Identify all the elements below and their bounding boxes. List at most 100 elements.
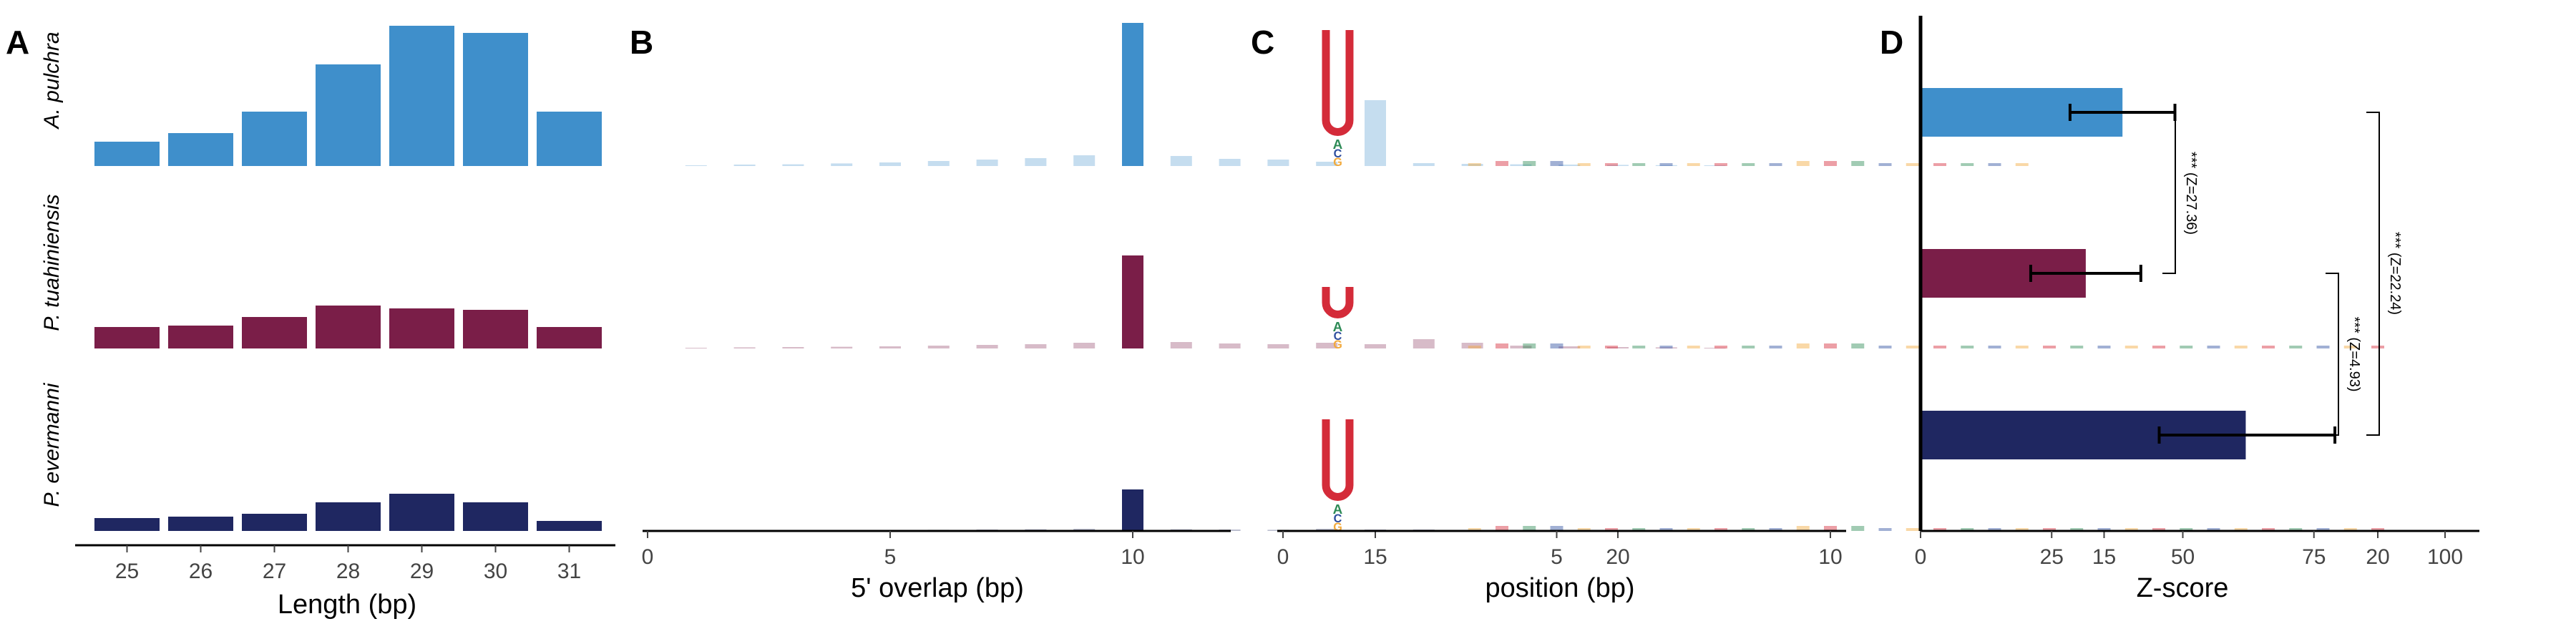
length-bar-p-evermanni-29 <box>389 494 454 531</box>
logo-tail-a-pulchra-12 <box>1933 163 1946 166</box>
logo-tail-a-pulchra-5.5 <box>1577 163 1591 166</box>
logo-tail-p-evermanni-4.5 <box>1523 526 1536 531</box>
overlap-bar-a-pulchra-5 <box>879 162 901 166</box>
logo-tail-p-evermanni-18 <box>2262 528 2275 531</box>
logo-tail-p-evermanni-8 <box>1714 528 1727 531</box>
logo-tail-p-evermanni-5.5 <box>1577 528 1591 531</box>
significance-bracket-1 <box>2162 112 2176 274</box>
overlap-bar-p-tuahiniensis-14 <box>1316 343 1338 348</box>
logo-tail-p-tuahiniensis-20 <box>2371 346 2384 348</box>
logo-tail-a-pulchra-4.5 <box>1523 161 1536 166</box>
overlap-bar-p-tuahiniensis-7 <box>976 345 998 348</box>
overlap-bar-a-pulchra-19 <box>1558 165 1581 166</box>
logo-tail-p-evermanni-11.5 <box>1906 528 1919 531</box>
overlap-bar-p-tuahiniensis-2 <box>733 347 756 348</box>
tick-label-c-0: 0 <box>1277 545 1289 569</box>
logo-tail-p-evermanni-11 <box>1878 528 1892 531</box>
tick-label-b-10: 10 <box>1121 545 1144 569</box>
overlap-bar-a-pulchra-9 <box>1073 155 1096 166</box>
logo-tail-a-pulchra-3.5 <box>1468 163 1481 166</box>
logo-letter-c-p-tuahiniensis: C <box>1334 330 1342 343</box>
tick-label-b-5: 5 <box>884 545 897 569</box>
overlap-bar-p-tuahiniensis-20 <box>1607 347 1629 348</box>
panel-label-d: D <box>1880 24 1903 61</box>
length-bar-a-pulchra-25 <box>94 142 160 166</box>
axis-title-c: position (bp) <box>1485 573 1634 603</box>
logo-tail-p-evermanni-16.5 <box>2180 528 2193 531</box>
logo-tail-p-tuahiniensis-13 <box>1988 346 2001 348</box>
logo-letter-u-p-tuahiniensis <box>1322 287 1354 318</box>
significance-label-1: *** (Z=27.36) <box>2183 152 2199 235</box>
logo-tail-p-evermanni-9.5 <box>1796 526 1810 531</box>
logo-tail-a-pulchra-11 <box>1878 163 1892 166</box>
panel-a: A A. pulchra P. tuahiniensis P. evermanni 25… <box>6 24 615 620</box>
length-bar-a-pulchra-29 <box>389 26 454 166</box>
logo-tail-p-evermanni-10 <box>1824 526 1837 531</box>
logo-tail-p-evermanni-12 <box>1933 528 1946 531</box>
logo-tail-p-tuahiniensis-7.5 <box>1687 346 1700 348</box>
length-bar-p-evermanni-27 <box>242 514 307 531</box>
length-bar-p-tuahiniensis-26 <box>168 326 233 348</box>
overlap-bar-a-pulchra-7 <box>976 160 998 166</box>
length-bar-a-pulchra-28 <box>316 64 381 166</box>
logo-tail-a-pulchra-7.5 <box>1687 163 1700 166</box>
panel-b: B 0 5 10 15 20 5' overlap (bp) <box>630 23 1726 603</box>
logo-tail-p-evermanni-17.5 <box>2234 528 2248 531</box>
logo-tail-a-pulchra-4 <box>1496 161 1508 166</box>
logo-tail-p-tuahiniensis-14.5 <box>2070 346 2084 348</box>
overlap-bar-a-pulchra-18 <box>1510 164 1532 166</box>
logo-tail-p-tuahiniensis-17 <box>2207 346 2220 348</box>
logo-letter-a-a-pulchra: A <box>1333 137 1343 152</box>
logo-letter-a-p-evermanni: A <box>1333 502 1343 517</box>
logo-tail-p-evermanni-20 <box>2371 528 2384 531</box>
logo-tail-p-tuahiniensis-17.5 <box>2234 346 2248 348</box>
tick-label-a-29: 29 <box>410 560 434 583</box>
logo-tail-p-evermanni-14 <box>2043 528 2056 531</box>
logo-letter-g-p-tuahiniensis: G <box>1333 338 1342 351</box>
overlap-bar-p-tuahiniensis-11 <box>1170 342 1192 348</box>
axis-title-a: Length (bp) <box>278 590 416 620</box>
length-bar-p-tuahiniensis-28 <box>316 306 381 348</box>
logo-tail-p-tuahiniensis-19.5 <box>2343 346 2357 348</box>
overlap-bar-p-evermanni-10 <box>1122 489 1143 531</box>
logo-tail-p-tuahiniensis-12.5 <box>1961 346 1974 348</box>
logo-tail-p-tuahiniensis-8 <box>1714 346 1727 348</box>
logo-tail-p-tuahiniensis-3.5 <box>1468 346 1481 348</box>
tick-label-a-31: 31 <box>557 560 581 583</box>
logo-tail-a-pulchra-13 <box>1988 163 2001 166</box>
overlap-bar-p-tuahiniensis-4 <box>831 346 853 348</box>
tick-label-d-50: 50 <box>2171 545 2195 569</box>
tick-label-b-15: 15 <box>1363 545 1387 569</box>
overlap-bar-a-pulchra-1 <box>685 165 707 166</box>
significance-bracket-3 <box>2366 112 2380 436</box>
logo-tail-p-evermanni-13.5 <box>2015 528 2029 531</box>
logo-tail-a-pulchra-9 <box>1769 163 1782 166</box>
overlap-bar-a-pulchra-21 <box>1655 165 1677 166</box>
logo-tail-p-tuahiniensis-19 <box>2316 346 2330 348</box>
logo-letter-a-p-tuahiniensis: A <box>1333 320 1343 335</box>
overlap-bar-p-tuahiniensis-6 <box>927 346 950 348</box>
logo-tail-a-pulchra-9.5 <box>1796 161 1810 166</box>
logo-tail-p-evermanni-16 <box>2152 528 2165 531</box>
length-bar-p-evermanni-25 <box>94 518 160 531</box>
logo-tail-p-tuahiniensis-10 <box>1824 343 1837 348</box>
overlap-bar-a-pulchra-20 <box>1607 165 1629 166</box>
logo-tail-p-tuahiniensis-11.5 <box>1906 346 1919 348</box>
overlap-bar-p-tuahiniensis-8 <box>1025 344 1047 348</box>
logo-tail-p-evermanni-17 <box>2207 528 2220 531</box>
panel-label-b: B <box>630 24 653 61</box>
tick-label-a-26: 26 <box>189 560 213 583</box>
tick-label-d-75: 75 <box>2302 545 2326 569</box>
logo-tail-p-tuahiniensis-5 <box>1550 343 1563 348</box>
panel-d: D *** (Z=27.36) *** (Z=4.93) *** (Z=22.24) 0… <box>1880 16 2479 603</box>
logo-tail-p-tuahiniensis-6.5 <box>1632 346 1646 348</box>
overlap-bar-a-pulchra-8 <box>1025 158 1047 166</box>
overlap-bar-p-tuahiniensis-17 <box>1461 343 1483 348</box>
overlap-bar-p-tuahiniensis-19 <box>1558 346 1581 348</box>
length-bar-p-evermanni-31 <box>537 521 602 531</box>
length-bar-a-pulchra-27 <box>242 112 307 166</box>
species-label-a-pulchra: A. pulchra <box>40 31 64 130</box>
tick-label-c-15: 15 <box>2092 545 2116 569</box>
length-bar-p-evermanni-30 <box>463 502 528 531</box>
overlap-bar-a-pulchra-15 <box>1365 100 1386 166</box>
